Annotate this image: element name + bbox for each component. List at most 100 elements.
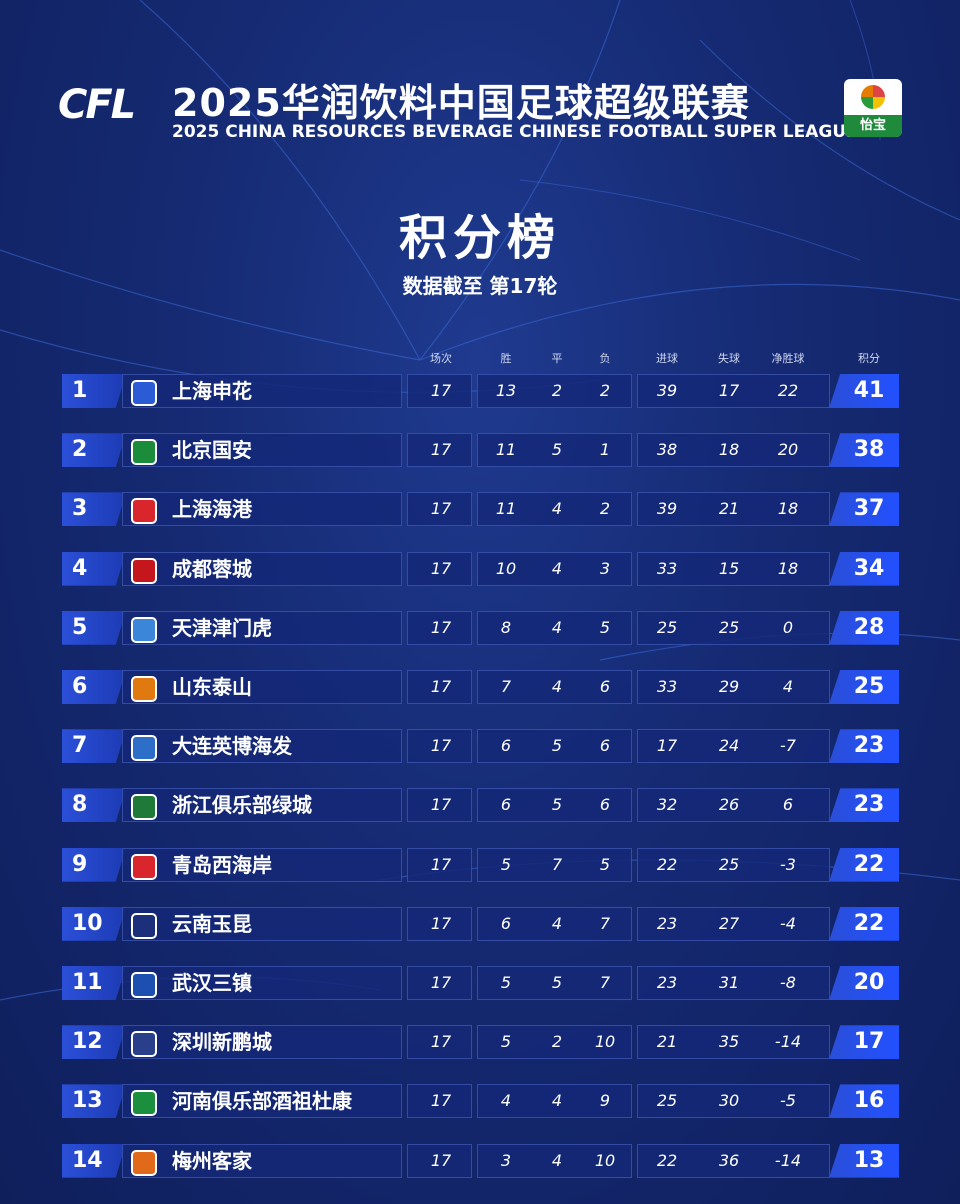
- table-row: 6 山东泰山 17 7 4 6 33 29 4 25: [0, 668, 960, 706]
- page-subtitle: 数据截至 第17轮: [402, 274, 558, 298]
- points-cell: 17: [829, 1025, 899, 1060]
- stat-drawn: 4: [551, 1091, 563, 1111]
- stat-lost: 6: [599, 677, 611, 696]
- col-played: 场次: [430, 352, 452, 365]
- table-row: 5 天津津门虎 17 8 4 5 25 25 0 28: [0, 609, 960, 647]
- stat-played: 17: [430, 558, 452, 578]
- table-row: 13 河南俱乐部酒祖杜康 17 4 4 9 25 30 -5 16: [0, 1082, 960, 1120]
- stats-cell-bg: [407, 433, 472, 468]
- rank-cell: 4: [62, 551, 126, 586]
- points-cell: 23: [829, 729, 899, 764]
- team-cell-bg: [122, 670, 402, 704]
- team-cell-bg: [122, 1025, 402, 1060]
- stat-played: 17: [430, 677, 452, 696]
- stat-won: 5: [500, 854, 512, 874]
- stat-played: 17: [430, 1150, 452, 1170]
- rank-cell: 1: [62, 374, 126, 408]
- stat-lost: 10: [594, 1032, 616, 1052]
- team-crest-icon: [131, 676, 157, 702]
- league-title-cn: 2025华润饮料中国足球超级联赛: [172, 81, 750, 125]
- col-goals-against: 失球: [718, 352, 740, 365]
- stat-gf: 25: [656, 1091, 678, 1111]
- stat-won: 13: [495, 381, 517, 400]
- team-cell-bg: [122, 492, 402, 527]
- stats-cell-bg: [477, 847, 632, 882]
- stat-ga: 18: [718, 440, 740, 460]
- stats-cell-bg: [407, 729, 472, 764]
- stat-gf: 23: [656, 973, 678, 992]
- stat-played: 17: [430, 1032, 452, 1052]
- table-row: 12 深圳新鹏城 17 5 2 10 21 35 -14 17: [0, 1023, 960, 1061]
- stat-gf: 33: [656, 558, 678, 578]
- stats-cell-bg: [637, 1084, 830, 1119]
- stats-cell-bg: [637, 670, 830, 704]
- points-cell: 23: [829, 788, 899, 823]
- points-cell: 16: [829, 1084, 899, 1119]
- team-name: 上海申花: [172, 379, 252, 403]
- team-cell-bg: [122, 551, 402, 586]
- stats-cell-bg: [637, 966, 830, 1000]
- col-points: 积分: [858, 352, 880, 365]
- stats-cell-bg: [407, 906, 472, 941]
- stats-cell-bg: [407, 847, 472, 882]
- rank-cell: 14: [62, 1143, 126, 1178]
- rank-cell: 6: [62, 670, 126, 704]
- stat-gf: 32: [656, 795, 678, 815]
- stat-ga: 26: [718, 795, 740, 815]
- stat-drawn: 7: [551, 854, 563, 874]
- team-crest-icon: [131, 616, 157, 643]
- stat-lost: 6: [599, 795, 611, 815]
- team-cell-bg: [122, 1084, 402, 1119]
- table-row: 7 大连英博海发 17 6 5 6 17 24 -7 23: [0, 727, 960, 765]
- stats-cell-bg: [637, 847, 830, 882]
- col-won: 胜: [500, 352, 512, 365]
- stats-cell-bg: [477, 374, 632, 408]
- table-row: 11 武汉三镇 17 5 5 7 23 31 -8 20: [0, 964, 960, 1002]
- team-crest-icon: [131, 1090, 157, 1117]
- rank-cell: 11: [62, 966, 126, 1000]
- stat-lost: 7: [599, 973, 611, 992]
- stats-cell-bg: [637, 433, 830, 468]
- stat-gd: -7: [780, 736, 796, 756]
- stat-gd: -4: [780, 913, 796, 933]
- cfl-logo: CFL: [58, 82, 150, 128]
- stat-drawn: 2: [551, 1032, 563, 1052]
- team-cell-bg: [122, 610, 402, 645]
- stats-cell-bg: [407, 492, 472, 527]
- stat-played: 17: [430, 973, 452, 992]
- stat-ga: 27: [718, 913, 740, 933]
- stat-won: 5: [500, 1032, 512, 1052]
- team-name: 上海海港: [172, 497, 252, 522]
- team-crest-icon: [131, 439, 157, 466]
- col-lost: 负: [599, 352, 611, 365]
- stats-cell-bg: [407, 1025, 472, 1060]
- table-row: 9 青岛西海岸 17 5 7 5 22 25 -3 22: [0, 846, 960, 884]
- table-header: 场次 胜 平 负 进球 失球 净胜球 积分: [0, 350, 960, 366]
- stat-played: 17: [430, 795, 452, 815]
- stat-won: 6: [500, 795, 512, 815]
- stat-ga: 17: [718, 381, 740, 400]
- stat-ga: 35: [718, 1032, 740, 1052]
- stats-cell-bg: [407, 788, 472, 823]
- points-cell: 20: [829, 966, 899, 1000]
- stat-lost: 5: [599, 617, 611, 637]
- stats-cell-bg: [477, 729, 632, 764]
- stats-cell-bg: [637, 1025, 830, 1060]
- stat-gf: 22: [656, 854, 678, 874]
- stat-gf: 33: [656, 677, 678, 696]
- col-drawn: 平: [551, 352, 563, 365]
- stat-won: 3: [500, 1150, 512, 1170]
- stat-gd: 22: [777, 381, 799, 400]
- stat-gd: -5: [780, 1091, 796, 1111]
- stats-cell-bg: [637, 374, 830, 408]
- team-crest-icon: [131, 794, 157, 821]
- stat-ga: 36: [718, 1150, 740, 1170]
- stat-gd: -3: [780, 854, 796, 874]
- team-crest-icon: [131, 380, 157, 406]
- stats-cell-bg: [477, 1084, 632, 1119]
- csl-ball-icon: [861, 85, 885, 109]
- stat-ga: 25: [718, 617, 740, 637]
- table-row: 14 梅州客家 17 3 4 10 22 36 -14 13: [0, 1142, 960, 1180]
- points-cell: 37: [829, 492, 899, 527]
- stat-drawn: 4: [551, 1150, 563, 1170]
